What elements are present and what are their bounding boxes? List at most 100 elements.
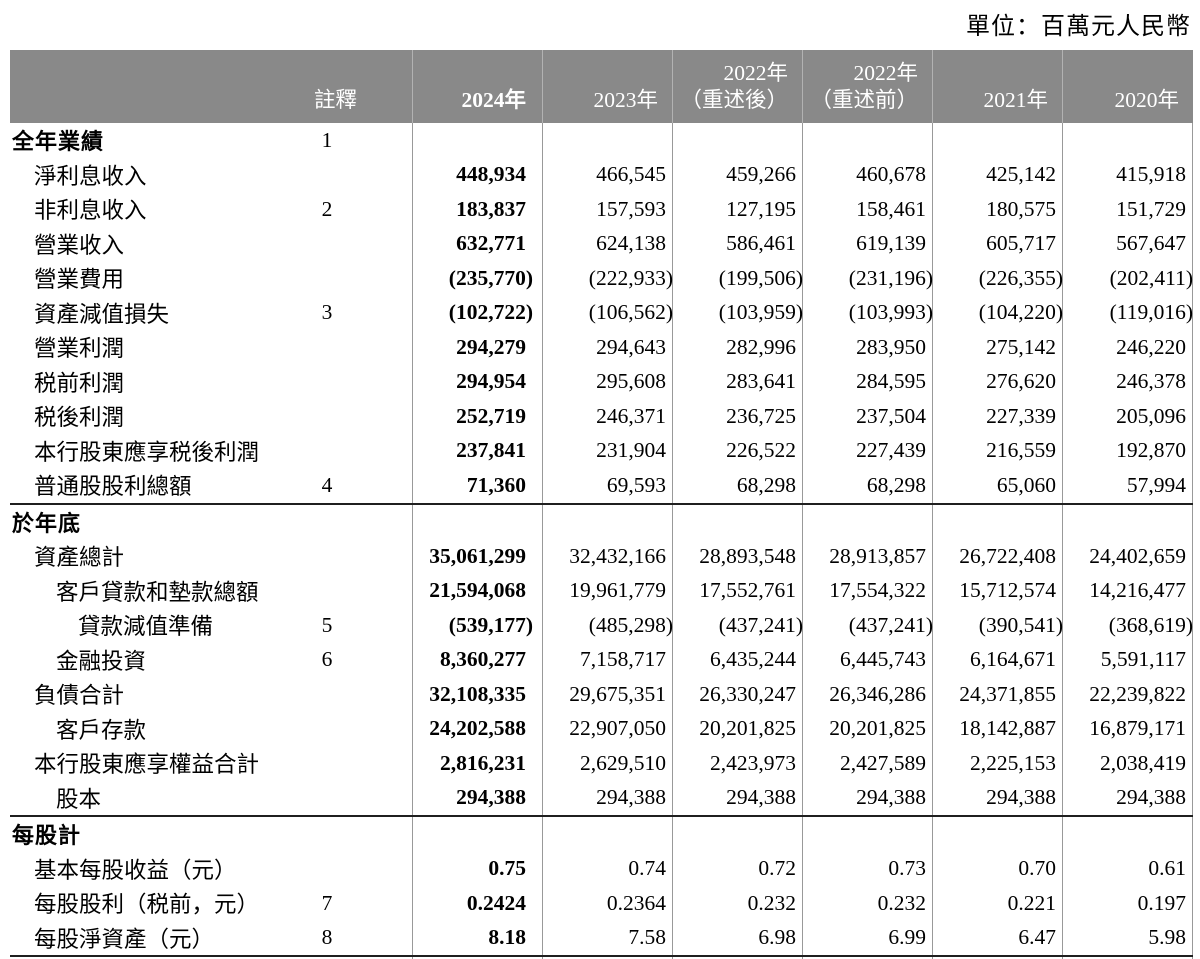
value-cell: 6,164,671 [933,642,1063,677]
value-cell: (539,177) [413,608,543,643]
table-bottom-strip [10,955,1193,959]
note-number: 2 [321,196,333,221]
row-label-cell: 資產減值損失 3 [10,295,413,330]
table-row: 全年業績 1 [10,123,1193,158]
table-row: 營業利潤 294,279 294,643 282,996 283,950 275,142 2… [10,330,1193,365]
row-label: 營業費用 [34,267,125,293]
row-label: 税前利潤 [34,370,125,396]
value-cell: 227,439 [803,433,933,468]
value-cell: 459,266 [673,157,803,192]
column-line-stub [1063,957,1193,959]
value-cell: (437,241) [803,608,933,643]
table-row: 貸款減值準備 5 (539,177) (485,298) (437,241) (437,2… [10,608,1193,643]
value-cell [543,123,673,158]
row-label: 金融投資 [56,648,147,674]
value-cell: 68,298 [673,468,803,503]
row-label: 淨利息收入 [34,163,147,189]
value-cell: 24,371,855 [933,677,1063,712]
value-cell: 276,620 [933,364,1063,399]
table-row: 非利息收入 2 183,837 157,593 127,195 158,461 180,57… [10,192,1193,227]
row-label: 資產減值損失 [34,301,170,327]
value-cell [413,123,543,158]
row-label-cell: 税前利潤 [10,364,413,399]
row-label-cell: 股本 [10,780,413,815]
value-cell: 0.73 [803,851,933,886]
value-cell: 35,061,299 [413,539,543,574]
value-cell: 22,239,822 [1063,677,1193,712]
value-cell: 246,371 [543,399,673,434]
value-cell: 231,904 [543,433,673,468]
value-cell: 294,388 [543,780,673,815]
value-cell: 283,950 [803,330,933,365]
value-cell: 57,994 [1063,468,1193,503]
row-label-cell: 負債合計 [10,677,413,712]
year-column-header: 2021年 [933,50,1063,123]
row-label-cell: 普通股股利總額 4 [10,468,413,503]
value-cell: 2,816,231 [413,746,543,781]
row-label-cell: 税後利潤 [10,399,413,434]
table-row: 每股淨資產（元） 8 8.18 7.58 6.98 6.99 6.47 5.98 [10,920,1193,955]
value-cell: 157,593 [543,192,673,227]
value-cell: 180,575 [933,192,1063,227]
value-cell: 15,712,574 [933,573,1063,608]
value-cell: 26,722,408 [933,539,1063,574]
table-row: 淨利息收入 448,934 466,545 459,266 460,678 425,142… [10,157,1193,192]
value-cell: 294,388 [673,780,803,815]
table-row: 負債合計 32,108,335 29,675,351 26,330,247 26,346… [10,677,1193,712]
value-cell: (437,241) [673,608,803,643]
value-cell [413,817,543,852]
value-cell [933,504,1063,539]
row-label: 本行股東應享權益合計 [34,752,260,778]
value-cell: 158,461 [803,192,933,227]
value-cell: 65,060 [933,468,1063,503]
value-cell: 28,893,548 [673,539,803,574]
value-cell: 71,360 [413,468,543,503]
row-label: 負債合計 [34,683,125,709]
column-line-stub [673,957,803,959]
value-cell: 151,729 [1063,192,1193,227]
section-heading: 全年業績 [12,129,105,155]
value-cell: 8,360,277 [413,642,543,677]
row-label-cell: 資產總計 [10,539,413,574]
row-label: 基本每股收益（元） [34,857,237,883]
row-label-cell: 營業費用 [10,261,413,296]
note-number: 3 [321,300,333,325]
note-number: 8 [321,925,333,950]
value-cell [673,504,803,539]
value-cell: 16,879,171 [1063,711,1193,746]
value-cell: 6.47 [933,920,1063,955]
value-cell: 29,675,351 [543,677,673,712]
table-row: 客戶貸款和墊款總額 21,594,068 19,961,779 17,552,761 1… [10,573,1193,608]
value-cell: 632,771 [413,226,543,261]
row-label-cell: 客戶存款 [10,711,413,746]
row-label-cell: 營業收入 [10,226,413,261]
value-cell: 28,913,857 [803,539,933,574]
value-cell: 227,339 [933,399,1063,434]
value-cell: 0.75 [413,851,543,886]
value-cell: (199,506) [673,261,803,296]
table-row: 資產減值損失 3 (102,722) (106,562) (103,959) (103,9… [10,295,1193,330]
value-cell: 0.70 [933,851,1063,886]
value-cell: 32,432,166 [543,539,673,574]
value-cell: 26,330,247 [673,677,803,712]
value-cell: 0.232 [803,886,933,921]
column-line-stub [803,957,933,959]
value-cell: 460,678 [803,157,933,192]
value-cell: 6,435,244 [673,642,803,677]
value-cell [543,817,673,852]
note-number: 7 [321,890,333,915]
value-cell: 24,402,659 [1063,539,1193,574]
column-line-stub [543,957,673,959]
value-cell: 17,554,322 [803,573,933,608]
row-label: 資產總計 [34,545,125,571]
note-number: 6 [321,647,333,672]
table-row: 本行股東應享權益合計 2,816,231 2,629,510 2,423,973 2,4… [10,746,1193,781]
row-label: 普通股股利總額 [34,474,192,500]
table-row: 營業收入 632,771 624,138 586,461 619,139 605,717 5… [10,226,1193,261]
table-row: 本行股東應享税後利潤 237,841 231,904 226,522 227,439 21… [10,433,1193,468]
value-cell [933,817,1063,852]
row-label-cell: 基本每股收益（元） [10,851,413,886]
value-cell: 5,591,117 [1063,642,1193,677]
value-cell: 282,996 [673,330,803,365]
value-cell: 0.2424 [413,886,543,921]
